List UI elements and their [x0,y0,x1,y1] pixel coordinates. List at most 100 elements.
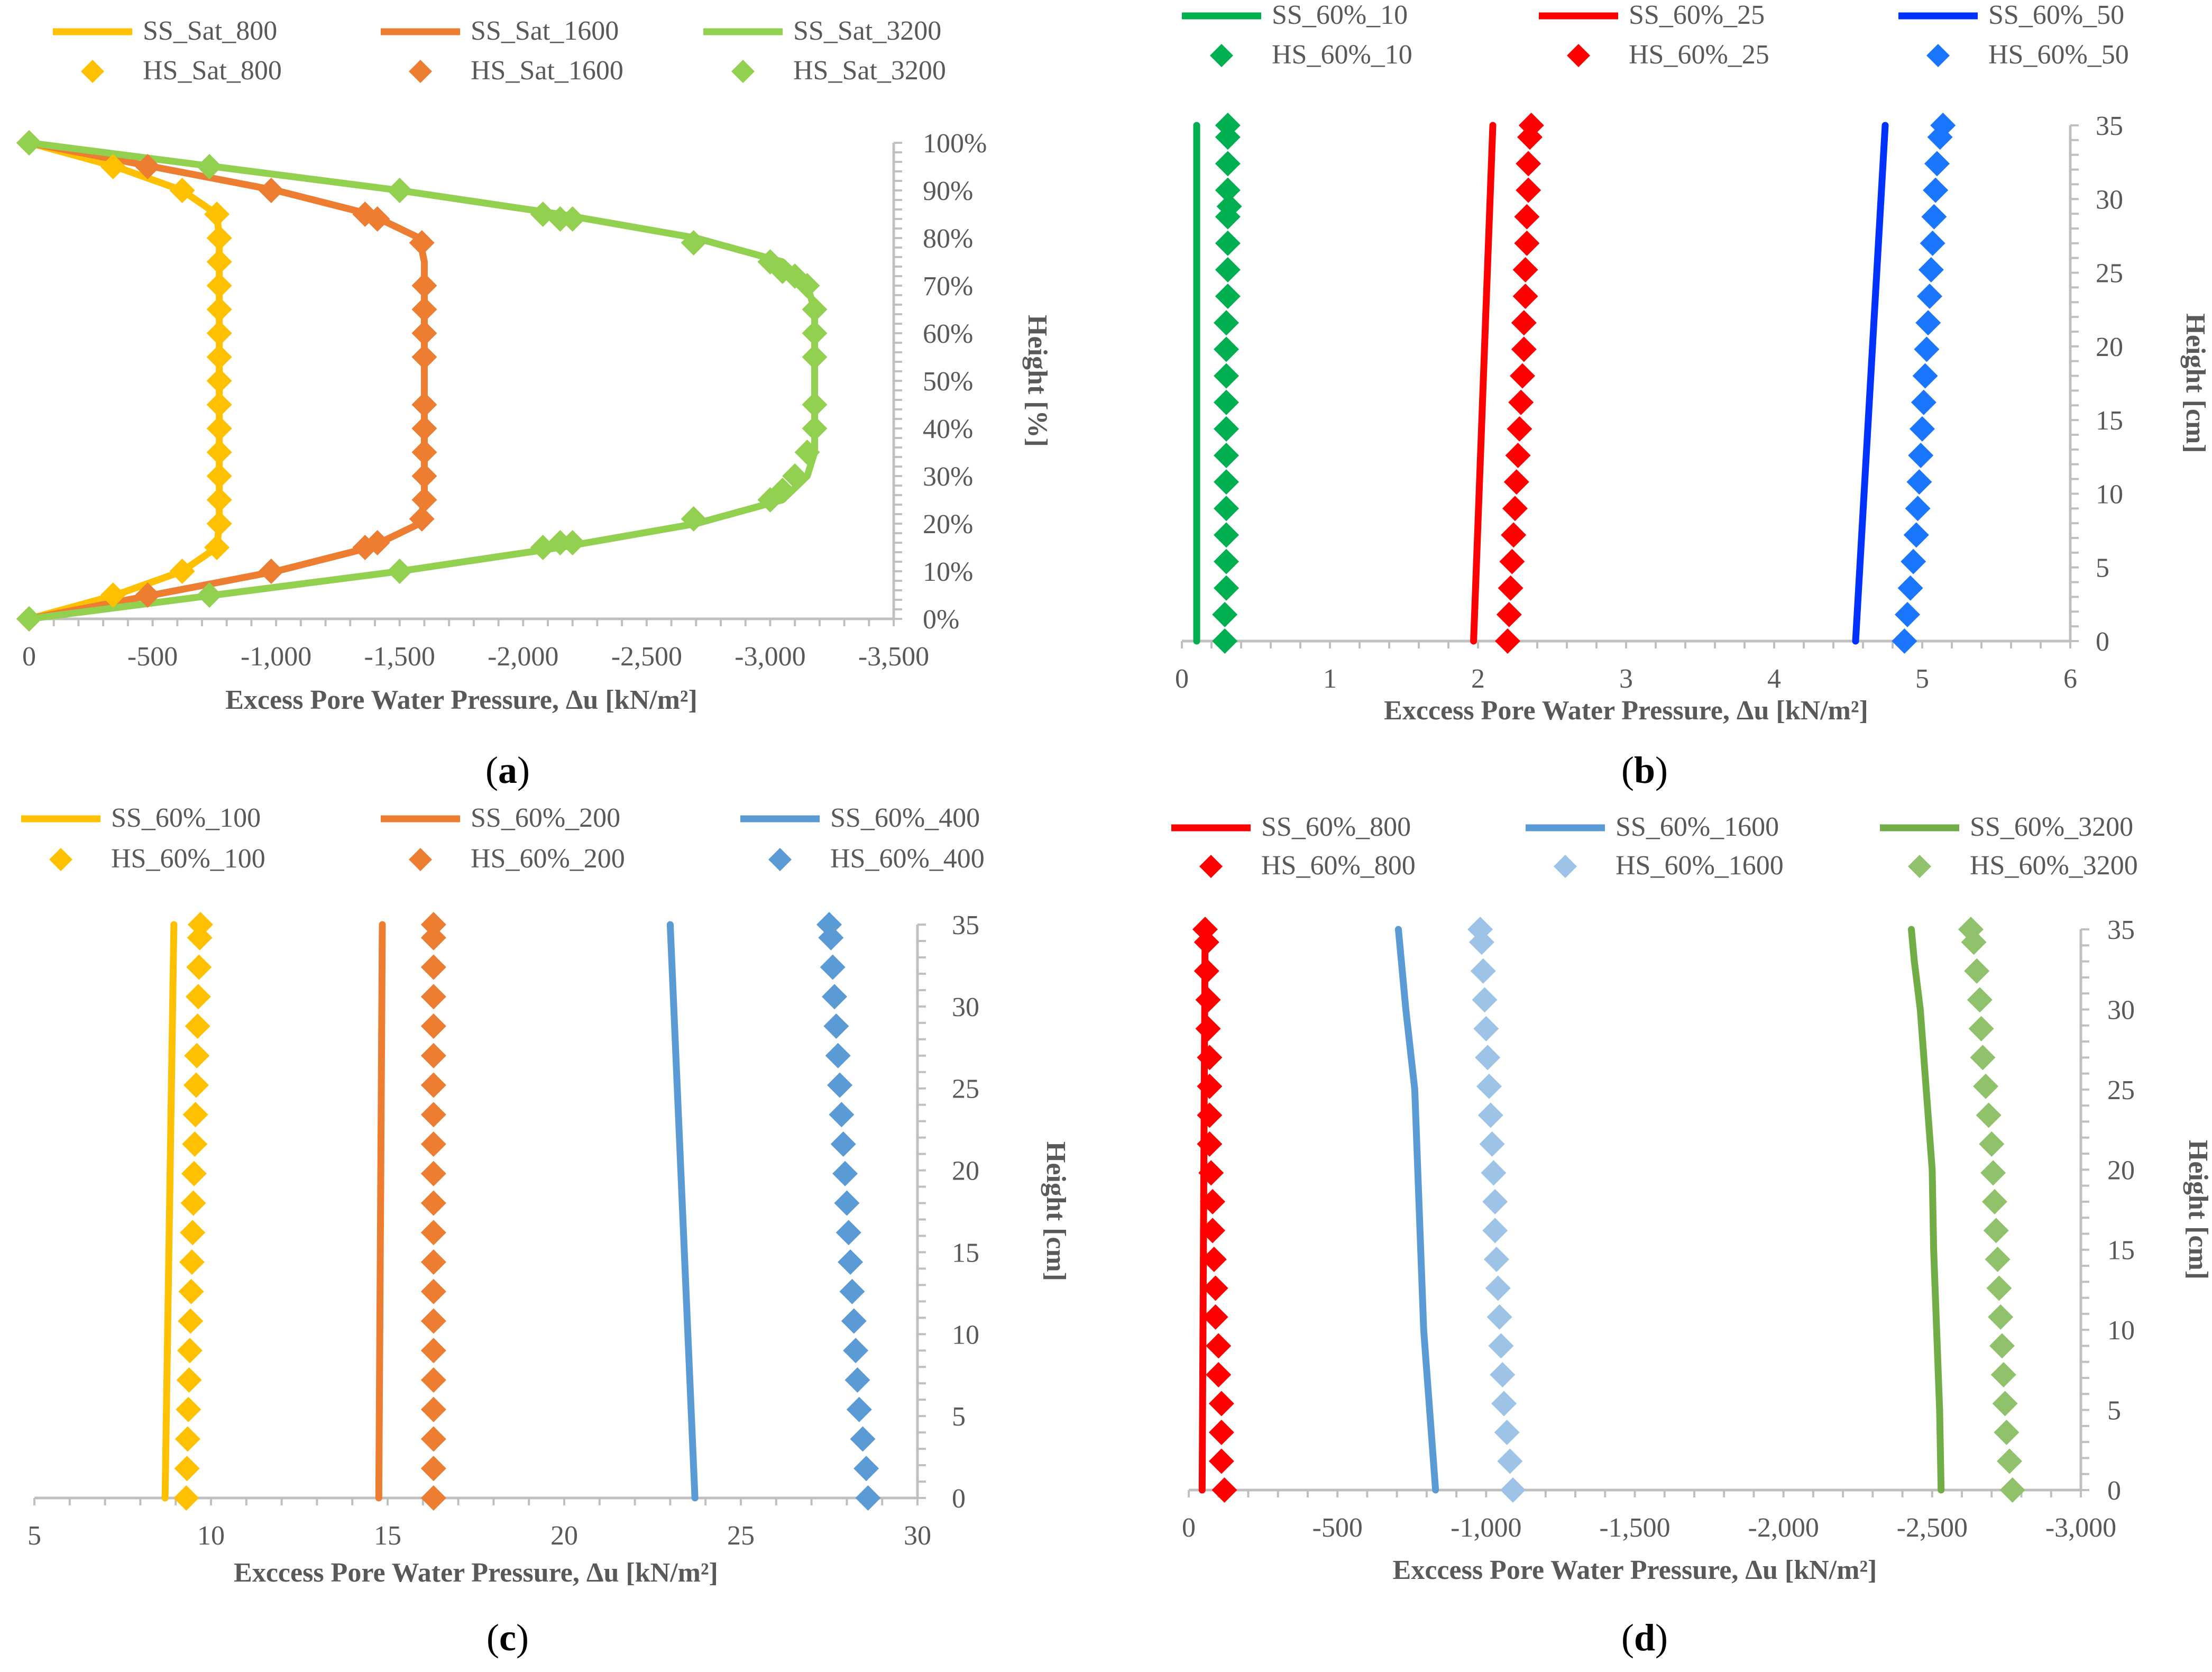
data-point-HS_60%_400 [850,1426,876,1452]
data-point-HS_Sat_800 [206,368,232,394]
data-point-HS_60%_800 [1197,1045,1223,1071]
y-tick-label: 30% [923,462,973,492]
data-point-HS_Sat_3200 [794,440,820,465]
legend-label: SS_Sat_800 [143,16,277,46]
x-tick-label: 5 [27,1521,41,1551]
legend-marker-swatch [49,848,72,871]
legend-label: SS_Sat_3200 [793,16,941,46]
data-point-HS_60%_1600 [1467,917,1493,942]
caption-letter: d [1634,1616,1655,1659]
legend: SS_60%_800 SS_60%_1600 SS_60%_3200 HS_60%_8… [1171,812,2138,881]
data-point-HS_Sat_800 [206,273,232,298]
data-point-HS_60%_800 [1208,1391,1234,1417]
data-point-HS_Sat_800 [206,487,232,513]
data-point-HS_60%_10 [1215,230,1241,256]
data-point-HS_60%_1600 [1472,987,1498,1013]
data-point-HS_60%_200 [420,1072,446,1098]
data-point-HS_60%_200 [420,1043,446,1068]
data-point-HS_60%_800 [1197,1131,1223,1157]
y-tick-label: 20 [952,1156,979,1186]
y-tick-label: 35 [2107,915,2135,945]
caption-paren: ) [517,749,530,791]
legend-label: HS_Sat_800 [143,56,282,86]
data-point-HS_60%_400 [841,1308,867,1334]
data-point-HS_60%_100 [182,1102,208,1128]
y-tick-label: 5 [952,1402,966,1432]
data-point-HS_60%_400 [822,984,848,1010]
data-point-HS_60%_200 [420,1426,446,1452]
data-point-HS_60%_25 [1503,469,1529,495]
data-point-HS_60%_100 [185,1013,210,1039]
y-tick-label: 0 [952,1484,966,1514]
data-point-HS_60%_10 [1214,336,1239,362]
y-tick-label: 15 [952,1238,979,1268]
data-point-HS_60%_400 [832,1161,858,1186]
x-tick-label: -2,500 [1897,1513,1968,1543]
data-point-HS_60%_3200 [1967,987,1993,1013]
data-point-HS_60%_1600 [1476,1073,1502,1099]
x-tick-label: -1,000 [241,642,311,672]
data-point-HS_60%_400 [830,1131,856,1157]
y-tick-label: 15 [2096,406,2123,436]
series-line-SS_Sat_800 [25,139,223,623]
data-point-HS_60%_400 [820,954,846,980]
legend-marker-swatch [1199,855,1223,878]
data-point-HS_60%_800 [1203,1304,1228,1330]
legend-label: HS_60%_3200 [1970,851,2138,881]
data-point-HS_Sat_3200 [802,416,828,441]
data-point-HS_Sat_1600 [135,582,161,608]
caption-letter: c [499,1616,516,1659]
data-point-HS_60%_3200 [1968,1016,1994,1041]
y-tick-label: 70% [923,271,973,301]
data-point-HS_60%_25 [1501,522,1527,548]
data-point-HS_60%_400 [823,1013,849,1039]
data-point-HS_60%_3200 [1973,1073,1999,1099]
data-point-HS_60%_50 [1892,628,1917,654]
data-point-HS_60%_200 [420,1456,446,1482]
data-point-HS_Sat_800 [100,154,126,179]
data-point-HS_60%_1600 [1477,1102,1503,1128]
data-point-HS_60%_100 [183,1072,209,1098]
x-tick-label: -500 [1312,1513,1363,1543]
y-tick-label: 25 [952,1074,979,1104]
data-point-HS_Sat_800 [206,344,232,370]
x-tick-label: 30 [904,1521,931,1551]
data-point-HS_60%_1600 [1475,1045,1501,1071]
x-tick-label: -3,500 [858,642,929,672]
legend: SS_60%_10 SS_60%_25 SS_60%_50 HS_60%_10 HS_6… [1182,0,2129,70]
panel-caption: (b) [1621,749,1668,791]
data-point-HS_60%_1600 [1486,1304,1512,1330]
legend-marker-swatch [409,848,432,871]
data-point-HS_60%_100 [173,1485,199,1511]
data-point-HS_60%_10 [1215,257,1241,282]
y-tick-label: 10% [923,557,973,587]
data-point-HS_60%_10 [1214,469,1239,495]
data-point-HS_60%_3200 [1983,1218,2009,1244]
x-tick-label: 0 [1182,1513,1196,1543]
data-point-HS_Sat_1600 [411,416,437,441]
data-point-HS_60%_100 [180,1220,206,1246]
data-point-HS_60%_50 [1915,310,1941,336]
data-point-HS_Sat_800 [206,297,232,322]
data-point-HS_Sat_3200 [16,606,42,632]
y-tick-label: 0 [2107,1476,2121,1506]
data-point-HS_60%_3200 [1981,1189,2007,1214]
data-point-HS_60%_10 [1215,151,1241,177]
legend-label: SS_60%_200 [471,803,620,833]
y-tick-label: 0% [923,605,959,635]
caption-paren: ) [1655,749,1668,791]
data-point-HS_60%_25 [1516,177,1541,203]
data-point-HS_60%_50 [1897,575,1923,601]
data-point-HS_60%_3200 [1986,1275,2012,1301]
caption-paren: ( [1621,1616,1634,1659]
data-point-HS_60%_800 [1208,1448,1234,1474]
data-point-HS_60%_50 [1901,549,1926,574]
data-point-HS_Sat_3200 [802,392,828,417]
data-point-HS_60%_1600 [1490,1362,1516,1387]
y-axis-title: Height [cm] [2183,1140,2212,1280]
x-axis-title: Exccess Pore Water Pressure, Δu [kN/m²] [1393,1555,1877,1585]
x-axis-title: Exccess Pore Water Pressure, Δu [kN/m²] [1384,696,1868,726]
data-point-HS_60%_800 [1198,1160,1224,1186]
x-tick-label: -1,000 [1451,1513,1521,1543]
data-point-HS_60%_400 [834,1190,860,1216]
